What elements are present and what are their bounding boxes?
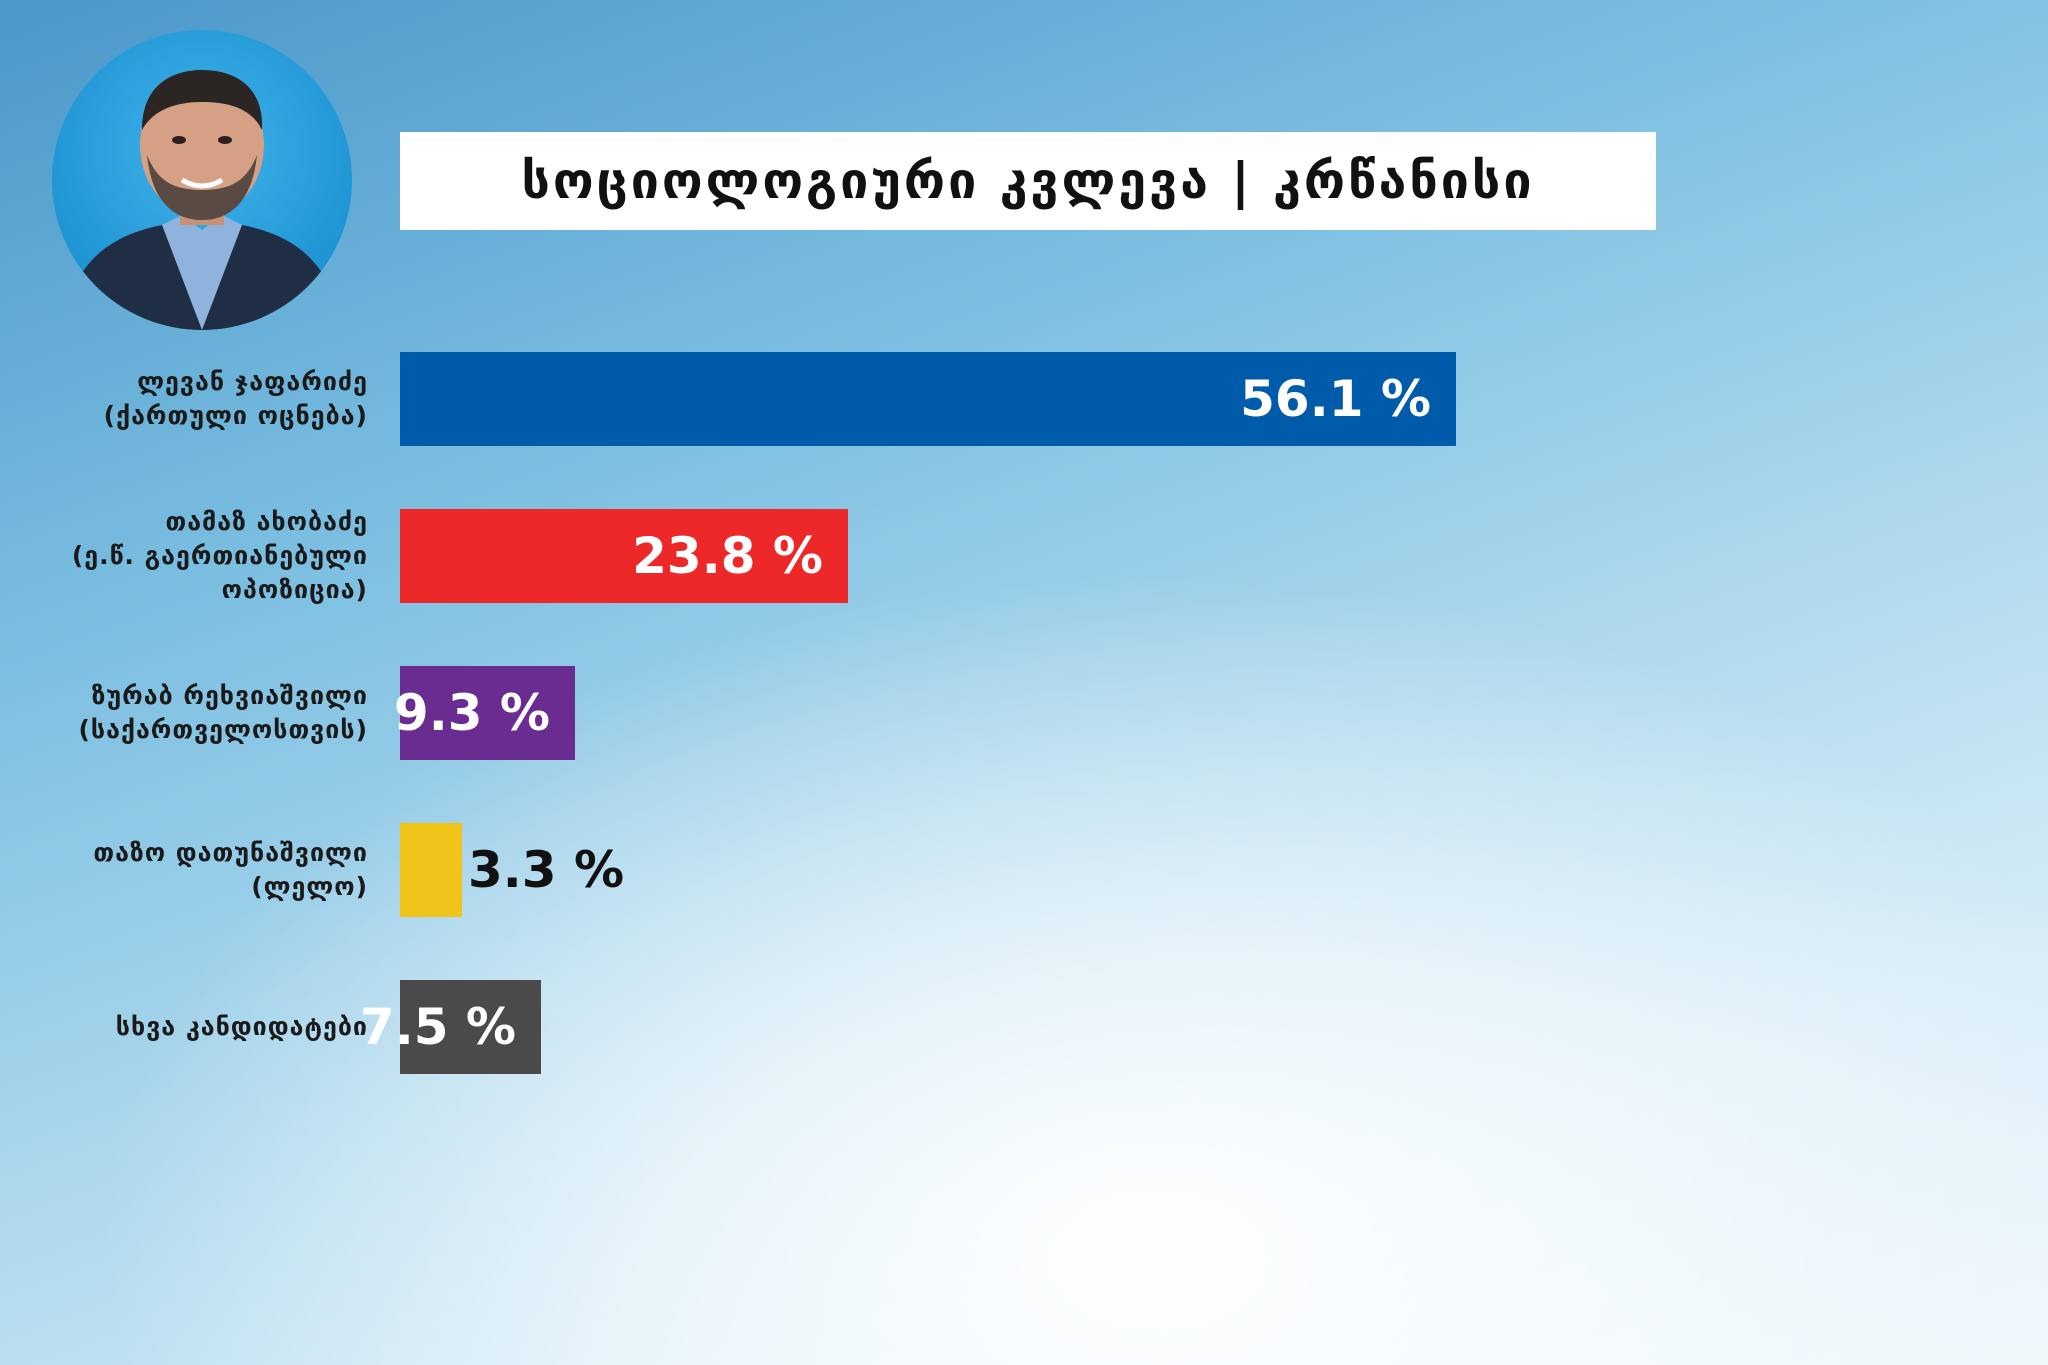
data-label: 3.3 % <box>468 841 625 899</box>
bar-candidate-4 <box>400 823 462 917</box>
category-label-line: (საქართველოსთვის) <box>78 715 368 744</box>
title-box: სოციოლოგიური კვლევა | კრწანისი <box>400 132 1656 230</box>
bar-other-candidates <box>400 980 541 1074</box>
category-label: ზურაბ რეხვიაშვილი (საქართველოსთვის) <box>0 679 368 747</box>
bar-candidate-1 <box>400 352 1456 446</box>
data-label: 23.8 % <box>632 527 823 585</box>
category-label-line: (ლელო) <box>251 872 368 901</box>
category-label-line: თამაზ ახობაძე <box>165 507 368 536</box>
bar-candidate-2 <box>400 509 848 603</box>
category-label-line: ლევან ჯაფარიძე <box>137 367 368 396</box>
category-label-line: ზურაბ რეხვიაშვილი <box>91 681 368 710</box>
data-label: 56.1 % <box>1240 370 1431 428</box>
category-label: ლევან ჯაფარიძე (ქართული ოცნება) <box>0 365 368 433</box>
category-label: სხვა კანდიდატები <box>0 1010 368 1044</box>
bar-candidate-3 <box>400 666 575 760</box>
data-label: 7.5 % <box>359 998 516 1056</box>
candidate-photo <box>52 30 352 330</box>
category-label-line: (ე.წ. გაერთიანებული <box>71 541 368 570</box>
data-label: 9.3 % <box>393 684 550 742</box>
category-label-line: თაზო დათუნაშვილი <box>93 838 368 867</box>
category-label: თაზო დათუნაშვილი (ლელო) <box>0 836 368 904</box>
category-label: თამაზ ახობაძე (ე.წ. გაერთიანებული ოპოზიცია… <box>0 505 368 607</box>
category-label-line: სხვა კანდიდატები <box>115 1012 368 1041</box>
chart-title: სოციოლოგიური კვლევა | კრწანისი <box>521 152 1535 210</box>
category-label-line: ოპოზიცია) <box>221 575 368 604</box>
category-label-line: (ქართული ოცნება) <box>103 401 368 430</box>
person-photo-icon <box>52 30 352 330</box>
